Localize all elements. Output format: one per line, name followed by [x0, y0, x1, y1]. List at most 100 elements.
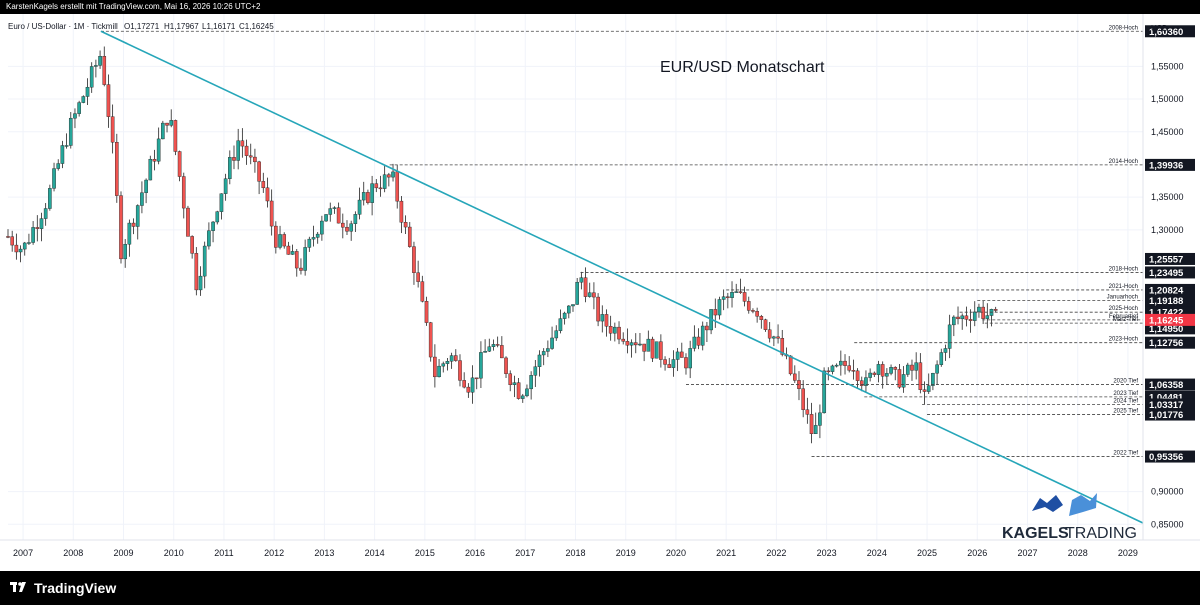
x-tick-label: 2025 — [917, 548, 937, 558]
ohlc-high: H1,17967 — [164, 22, 199, 31]
x-tick-label: 2007 — [13, 548, 33, 558]
candle-body — [767, 329, 772, 339]
candle-body — [56, 163, 61, 169]
candle-body — [244, 145, 249, 156]
candle-body — [395, 171, 400, 202]
candle-body — [424, 301, 429, 323]
candle-body — [700, 325, 705, 346]
candle-body — [320, 220, 324, 235]
candle-body — [813, 425, 818, 435]
level-label: 2020 Tief — [1113, 379, 1138, 385]
candle-body — [839, 360, 843, 366]
candle-body — [299, 267, 303, 271]
price-label-text: 1,03317 — [1149, 400, 1183, 411]
candle-body — [818, 412, 822, 426]
price-label-box — [1145, 252, 1195, 265]
candle-body — [445, 361, 450, 364]
candle-body — [650, 338, 655, 359]
candle-body — [420, 281, 425, 302]
candle-body — [859, 380, 864, 386]
candle-body — [776, 336, 780, 339]
price-label-box — [1145, 408, 1195, 421]
candle-body — [202, 245, 207, 277]
candle-body — [546, 348, 550, 352]
candle-body — [500, 345, 504, 359]
candle-body — [311, 237, 316, 240]
x-tick-label: 2020 — [666, 548, 686, 558]
candle-body — [520, 395, 525, 399]
candle-body — [922, 389, 927, 392]
candle-body — [407, 226, 412, 247]
candle-body — [759, 316, 764, 320]
y-tick-label: 1,30000 — [1151, 225, 1184, 235]
candle-body — [621, 338, 626, 342]
candle-body — [755, 311, 759, 317]
candle-body — [332, 207, 337, 209]
price-label-box — [1145, 378, 1195, 391]
candle-body — [22, 242, 27, 250]
candle-body — [512, 382, 517, 385]
candle-body — [885, 373, 889, 377]
candle-body — [483, 350, 487, 353]
candle-body — [232, 157, 236, 161]
candle-body — [169, 120, 174, 126]
candle-body — [387, 174, 391, 178]
candle-body — [462, 380, 466, 388]
candle-body — [583, 277, 588, 297]
price-label-text: 1,19188 — [1149, 296, 1183, 307]
x-tick-label: 2016 — [465, 548, 485, 558]
price-label-box — [1145, 25, 1195, 38]
candle-body — [730, 292, 734, 298]
price-label-text: 1,25557 — [1149, 254, 1183, 265]
candle-body — [562, 312, 567, 319]
candle-body — [834, 364, 839, 367]
candle-body — [378, 187, 383, 190]
chart-title: EUR/USD Monatschart — [660, 59, 825, 76]
x-tick-label: 2019 — [616, 548, 636, 558]
candle-body — [31, 227, 35, 243]
candle-body — [667, 364, 672, 368]
candle-body — [801, 388, 805, 410]
level-label: 2025 Tief — [1113, 409, 1138, 415]
candle-body — [119, 195, 123, 260]
candle-body — [726, 296, 730, 298]
candle-body — [968, 319, 973, 321]
candle-body — [207, 230, 211, 247]
credit-text: KarstenKagels erstellt mit TradingView.c… — [6, 2, 261, 11]
candle-body — [361, 192, 366, 201]
candle-body — [474, 377, 479, 380]
price-chart[interactable]: 2008-Hoch 2014-Hoch 2018-Hoch 2021-Hoch Janu… — [0, 14, 1200, 571]
candle-body — [253, 156, 257, 163]
candle-body — [307, 238, 312, 248]
candle-body — [763, 319, 768, 330]
candle-body — [508, 373, 513, 385]
candle-body — [926, 385, 931, 392]
tradingview-logo[interactable]: TradingView — [10, 580, 116, 596]
trendline-group — [100, 30, 1144, 524]
level-label: 2023 Tief — [1113, 391, 1138, 397]
candle-body — [943, 348, 948, 353]
footer-bar: TradingView — [0, 571, 1200, 605]
candle-body — [173, 120, 178, 152]
candle-body — [89, 66, 94, 88]
candle-body — [336, 207, 341, 224]
candle-body — [286, 245, 291, 255]
candle-body — [94, 65, 98, 67]
candle-body — [876, 364, 881, 375]
candle-body — [140, 192, 144, 206]
candle-body — [972, 311, 977, 321]
currency-label: USD — [1151, 24, 1168, 33]
candle-body — [454, 355, 458, 361]
candle-body — [27, 242, 31, 244]
candle-body — [165, 122, 169, 126]
candle-body — [629, 342, 634, 346]
candle-body — [315, 233, 320, 238]
candle-body — [537, 354, 542, 367]
candle-body — [495, 344, 500, 346]
candle-body — [357, 199, 362, 215]
price-label-box — [1145, 398, 1195, 411]
candle-body — [148, 158, 153, 181]
x-tick-label: 2028 — [1068, 548, 1088, 558]
candle-body — [864, 377, 868, 386]
level-label: 2014-Hoch — [1109, 159, 1138, 165]
